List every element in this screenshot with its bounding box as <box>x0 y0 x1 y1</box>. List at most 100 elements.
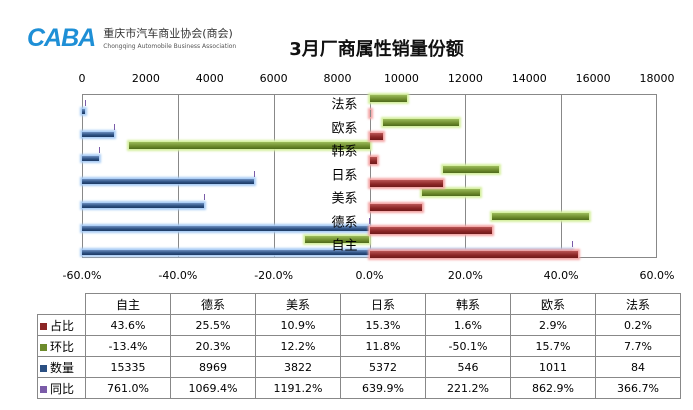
mom-bar <box>305 236 370 243</box>
share-bar <box>369 227 492 235</box>
top-axis-tick: 18000 <box>639 72 675 85</box>
top-axis-tick: 2000 <box>131 72 160 85</box>
share-bar <box>369 156 378 164</box>
table-header-cell: 德系 <box>170 293 256 315</box>
quantity-bar <box>82 249 572 255</box>
table-cell: 639.9% <box>340 377 426 399</box>
category-label: 自主 <box>331 238 358 254</box>
table-cell: 5372 <box>340 356 426 378</box>
quantity-bar <box>82 132 115 138</box>
yoy-marker <box>204 194 206 201</box>
yoy-marker <box>84 100 86 107</box>
table-header-cell: 日系 <box>340 293 426 315</box>
table-header-cell: 自主 <box>85 293 171 315</box>
top-axis-tick: 14000 <box>511 72 547 85</box>
chart-title: 3月厂商属性销量份额 <box>289 39 464 60</box>
quantity-bar <box>82 108 85 114</box>
mom-bar <box>129 142 370 150</box>
table-cell: 2.9% <box>510 314 596 336</box>
legend-label: 同比 <box>50 381 75 396</box>
legend-swatch-icon <box>40 364 47 372</box>
table-cell: 3822 <box>255 356 341 378</box>
share-bar <box>369 180 443 188</box>
quantity-bar <box>82 155 100 161</box>
top-axis-tick: 6000 <box>259 72 288 85</box>
table-header-cell: 欧系 <box>510 293 596 315</box>
top-axis-tick: 8000 <box>323 72 352 85</box>
table-cell: -50.1% <box>425 335 511 357</box>
top-axis-tick: 4000 <box>195 72 224 85</box>
table-cell: 8969 <box>170 356 256 378</box>
yoy-marker <box>99 147 101 154</box>
table-header-cell: 法系 <box>595 293 681 315</box>
bottom-axis-tick: 60.0% <box>639 269 675 282</box>
table-cell: 1.6% <box>425 314 511 336</box>
bottom-axis-tick: -60.0% <box>62 269 102 282</box>
data-table: 自主 德系 美系 日系 韩系 欧系 法系 占比 43.6% 25.5% 10.9% 15.3% 1.6… <box>37 293 681 399</box>
top-axis-tick: 16000 <box>575 72 611 85</box>
bottom-axis-tick: 40.0% <box>543 269 579 282</box>
table-cell: 1069.4% <box>170 377 256 399</box>
table-cell: 11.8% <box>340 335 426 357</box>
table-cell: 20.3% <box>170 335 256 357</box>
table-cell: 1011 <box>510 356 596 378</box>
table-corner <box>38 294 86 315</box>
table-cell: 761.0% <box>85 377 171 399</box>
logo-cn-text: 重庆市汽车商业协会(商会) <box>103 26 233 40</box>
legend-row-header: 占比 <box>37 314 86 336</box>
share-bar <box>369 203 422 211</box>
grid-line <box>561 94 563 258</box>
top-axis-tick: 12000 <box>447 72 483 85</box>
quantity-bar <box>82 226 369 232</box>
mom-bar <box>370 95 408 103</box>
top-axis-tick: 10000 <box>383 72 419 85</box>
share-bar <box>369 250 579 258</box>
table-cell: 43.6% <box>85 314 171 336</box>
grid-line <box>273 94 275 258</box>
quantity-bar <box>82 202 205 208</box>
table-cell: 15.7% <box>510 335 596 357</box>
table-row: 占比 43.6% 25.5% 10.9% 15.3% 1.6% 2.9% 0.2% <box>37 314 681 336</box>
table-row: 数量 15335 8969 3822 5372 546 1011 84 <box>37 356 681 378</box>
legend-label: 占比 <box>50 318 75 333</box>
bottom-axis-tick: -40.0% <box>158 269 198 282</box>
legend-label: 数量 <box>50 360 75 375</box>
legend-row-header: 同比 <box>37 377 86 399</box>
table-cell: -13.4% <box>85 335 171 357</box>
yoy-marker <box>114 123 116 130</box>
table-cell: 84 <box>595 356 681 378</box>
mom-bar <box>383 118 459 126</box>
mom-bar <box>491 212 589 220</box>
grid-line <box>465 94 467 258</box>
category-label: 韩系 <box>331 144 358 160</box>
category-label: 日系 <box>331 168 358 184</box>
bottom-axis-tick: -20.0% <box>254 269 294 282</box>
table-cell: 25.5% <box>170 314 256 336</box>
table-row: 同比 761.0% 1069.4% 1191.2% 639.9% 221.2% 862.9%… <box>37 377 681 399</box>
yoy-marker <box>253 170 255 177</box>
yoy-marker <box>368 217 370 224</box>
logo-mark: CABA <box>27 24 96 52</box>
mom-bar <box>442 165 500 173</box>
table-header-cell: 美系 <box>255 293 341 315</box>
mom-bar <box>421 189 481 197</box>
quantity-bar <box>82 179 254 185</box>
category-label: 法系 <box>331 97 358 113</box>
grid-line <box>177 94 179 258</box>
table-cell: 221.2% <box>425 377 511 399</box>
table-row: 环比 -13.4% 20.3% 12.2% 11.8% -50.1% 15.7% 7.7% <box>37 335 681 357</box>
table-cell: 15335 <box>85 356 171 378</box>
top-axis-tick: 0 <box>78 72 86 85</box>
table-cell: 0.2% <box>595 314 681 336</box>
legend-swatch-icon <box>40 322 47 330</box>
caba-logo: CABA 重庆市汽车商业协会(商会) Chongqing Automobile … <box>27 24 236 53</box>
table-cell: 1191.2% <box>255 377 341 399</box>
category-label: 德系 <box>331 215 358 231</box>
legend-swatch-icon <box>40 385 47 393</box>
legend-row-header: 环比 <box>37 335 86 357</box>
table-header-cell: 韩系 <box>425 293 511 315</box>
share-bar <box>369 133 384 141</box>
bottom-axis-tick: 0.0% <box>355 269 384 282</box>
table-cell: 862.9% <box>510 377 596 399</box>
